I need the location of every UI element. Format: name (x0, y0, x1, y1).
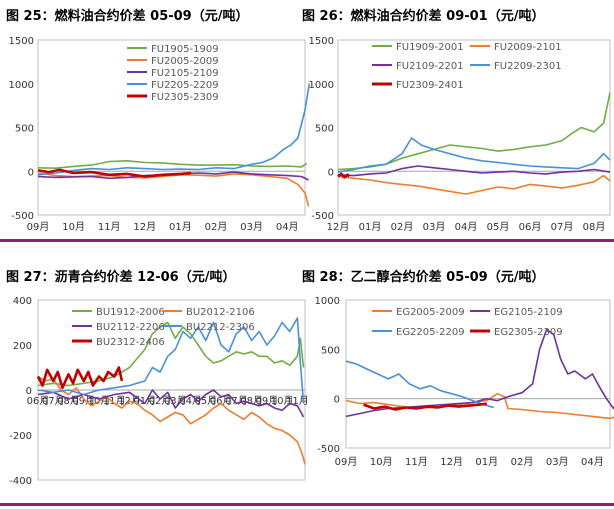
chart4-legend-label-2: EG2205-2209 (396, 327, 465, 338)
chart4-legend-label-0: EG2005-2009 (396, 307, 465, 318)
chart4-x-tick-5: 02月 (511, 456, 534, 468)
chart1-y-tick-4: 1500 (9, 36, 34, 47)
chart2-x-tick-2: 02月 (391, 221, 414, 233)
chart4-x-tick-1: 10月 (370, 456, 393, 468)
chart3-series-1-line (37, 375, 306, 465)
chart2-series-0-line (337, 92, 611, 171)
chart1-plot-frame (37, 39, 306, 216)
chart2-series-2-line (337, 165, 611, 177)
chart4-plot-frame (345, 299, 611, 449)
chart3-legend-label-0: BU1912-2006 (96, 307, 165, 318)
chart4-series-0-line (345, 392, 614, 420)
chart3-series-3-line (37, 317, 305, 404)
chart1-series-0-line (37, 160, 308, 169)
chart1-x-tick-2: 11月 (98, 221, 121, 233)
chart3-y-tick-0: -400 (9, 476, 32, 487)
chart3-x-tick-1: 07月 (42, 395, 65, 407)
chart2-y-tick-3: 1000 (309, 80, 334, 91)
chart2-y-tick-0: -500 (311, 211, 334, 222)
section-divider-bottom (0, 503, 614, 506)
chart3-x-tick-12: 06月 (210, 395, 233, 407)
chart4-y-tick-2: 500 (321, 345, 340, 356)
chart1-x-tick-5: 02月 (205, 221, 228, 233)
chart2-x-tick-5: 05月 (487, 221, 510, 233)
chart2-x-tick-7: 07月 (551, 221, 574, 233)
chart2-legend-label-0: FU1909-2001 (396, 42, 464, 53)
chart3-x-tick-16: 10月 (271, 395, 294, 407)
chart4-x-tick-3: 12月 (440, 456, 463, 468)
chart1-series-4-line (37, 168, 192, 178)
chart1-legend-label-4: FU2305-2309 (151, 92, 219, 103)
chart-title-fig27: 图 27：沥青合约价差 12-06（元/吨） (6, 270, 236, 285)
chart3-x-tick-0: 06月 (27, 395, 50, 407)
chart4-y-tick-3: 1000 (315, 296, 340, 307)
chart4-legend-label-3: EG2305-2309 (494, 327, 563, 338)
chart-title-fig26: 图 26：燃料油合约价差 09-01（元/吨） (302, 9, 545, 24)
chart-title-fig25: 图 25：燃料油合约价差 05-09（元/吨） (6, 9, 249, 24)
chart2-x-tick-1: 01月 (359, 221, 382, 233)
chart4-x-tick-0: 09月 (335, 456, 358, 468)
chart4-series-2-line (345, 360, 495, 409)
chart1-legend-label-0: FU1905-1909 (151, 44, 219, 55)
chart1-series-1-line (37, 172, 310, 207)
chart4-legend-label-1: EG2105-2109 (494, 307, 563, 318)
chart1-legend-label-2: FU2105-2109 (151, 68, 219, 79)
chart4-y-tick-0: -500 (317, 444, 340, 455)
chart2-y-tick-1: 0 (328, 167, 334, 178)
chart3-legend-label-2: BU2112-2206 (96, 322, 165, 333)
chart4-x-tick-2: 11月 (405, 456, 428, 468)
chart3-legend-label-1: BU2012-2106 (186, 307, 255, 318)
chart1-y-tick-1: 0 (28, 167, 34, 178)
chart2-y-tick-2: 500 (315, 124, 334, 135)
chart3-y-tick-3: 200 (13, 341, 32, 352)
chart1-x-tick-1: 10月 (62, 221, 85, 233)
chart2-legend-label-4: FU2309-2401 (396, 80, 464, 91)
chart1-y-tick-2: 500 (15, 124, 34, 135)
chart3-legend-label-3: BU2212-2306 (186, 322, 255, 333)
chart1-x-tick-4: 01月 (169, 221, 192, 233)
chart1-x-tick-7: 04月 (276, 221, 299, 233)
chart2-legend-label-2: FU2109-2201 (396, 61, 464, 72)
chart2-legend-label-3: FU2209-2301 (494, 61, 562, 72)
chart3-legend-label-4: BU2312-2406 (96, 337, 165, 348)
chart2-series-4-line (337, 172, 351, 179)
chart3-x-tick-11: 05月 (194, 395, 217, 407)
chart3-y-tick-1: -200 (9, 431, 32, 442)
chart2-x-tick-0: 12月 (327, 221, 350, 233)
chart1-y-tick-0: -500 (11, 211, 34, 222)
chart4-y-tick-1: 0 (334, 395, 340, 406)
chart1-y-tick-3: 1000 (9, 80, 34, 91)
chart2-plot-frame (337, 39, 611, 216)
chart3-series-2-line (37, 389, 305, 418)
chart1-series-3-line (37, 83, 311, 176)
chart4-series-3-line (363, 402, 487, 411)
chart-title-fig28: 图 28：乙二醇合约价差 05-09（元/吨） (302, 270, 545, 285)
chart2-x-tick-4: 04月 (455, 221, 478, 233)
chart3-x-tick-8: 02月 (149, 395, 172, 407)
chart3-y-tick-2: 0 (26, 386, 32, 397)
chart4-x-tick-7: 04月 (581, 456, 604, 468)
chart3-x-tick-7: 01月 (133, 395, 156, 407)
chart1-x-tick-6: 03月 (240, 221, 263, 233)
chart2-legend-label-1: FU2009-2101 (494, 42, 562, 53)
chart2-series-1-line (337, 174, 611, 195)
section-divider-top (0, 239, 614, 242)
chart2-series-3-line (337, 137, 611, 173)
chart1-legend-label-1: FU2005-2009 (151, 56, 219, 67)
chart4-x-tick-6: 03月 (546, 456, 569, 468)
chart2-x-tick-8: 08月 (583, 221, 606, 233)
chart1-x-tick-3: 12月 (133, 221, 156, 233)
chart3-x-tick-14: 08月 (240, 395, 263, 407)
chart3-series-4-line (36, 366, 124, 390)
chart1-legend-label-3: FU2205-2209 (151, 80, 219, 91)
chart2-y-tick-4: 1500 (309, 36, 334, 47)
chart1-x-tick-0: 09月 (27, 221, 50, 233)
chart2-x-tick-6: 06月 (519, 221, 542, 233)
chart3-x-tick-15: 09月 (255, 395, 278, 407)
chart3-series-0-line (37, 321, 305, 387)
chart3-y-tick-4: 400 (13, 296, 32, 307)
chart4-x-tick-4: 01月 (475, 456, 498, 468)
chart2-x-tick-3: 03月 (423, 221, 446, 233)
